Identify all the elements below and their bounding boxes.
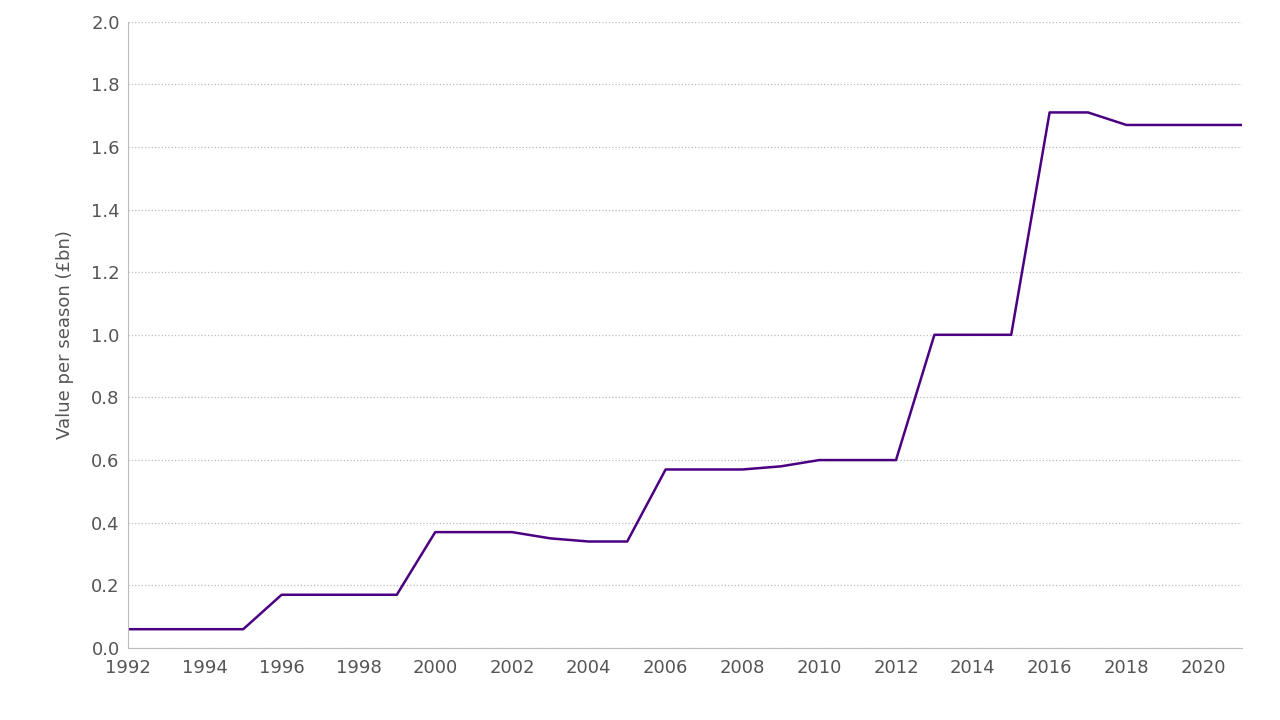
Y-axis label: Value per season (£bn): Value per season (£bn) xyxy=(56,230,74,439)
